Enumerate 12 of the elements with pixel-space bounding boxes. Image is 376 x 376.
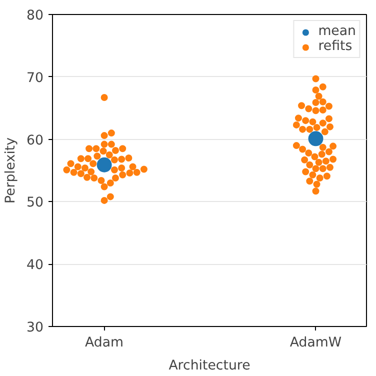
x-tick-label: Adam [85,336,124,350]
legend-label: mean [318,24,356,39]
x-axis-title: Architecture [168,358,250,374]
y-tick-label: 40 [26,258,44,274]
y-tick-label: 80 [26,8,44,24]
x-tick-label: AdamW [290,336,342,350]
y-axis-title: Perplexity [4,137,19,204]
y-tick-label: 30 [26,320,44,336]
y-tick-label: 50 [26,196,44,211]
y-tick-label: 60 [26,133,44,148]
y-tick-label: 70 [26,70,44,86]
legend-label: refits [318,39,352,54]
